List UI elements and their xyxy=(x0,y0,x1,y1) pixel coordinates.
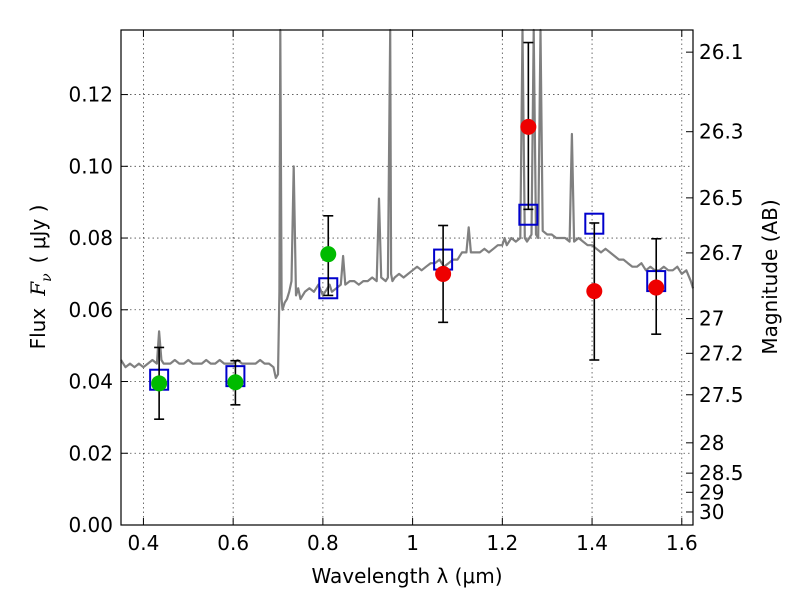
mag-tick-label: 28.5 xyxy=(699,461,744,485)
axes: 0.4 0.6 0.8 1 1.2 1.4 1.6 0.00 0.02 0.04 0.06 0.08 0… xyxy=(68,30,744,555)
x-tick-label: 1.2 xyxy=(486,531,518,555)
y-axis-label: Flux Fν ( μJy ) xyxy=(26,205,55,350)
mag-tick-label: 27.2 xyxy=(699,341,744,365)
grid xyxy=(121,30,693,526)
points-layer xyxy=(149,41,667,420)
x-tick-label: 0.8 xyxy=(307,531,339,555)
mag-tick-label: 30 xyxy=(699,500,724,524)
y-tick-label: 0.00 xyxy=(68,513,113,537)
y-axis-label-sub: ν xyxy=(39,273,55,282)
y-tick-label: 0.08 xyxy=(68,226,113,250)
red-observation-point xyxy=(520,118,537,135)
x-tick-label: 1.6 xyxy=(666,531,698,555)
mag-tick-label: 26.3 xyxy=(699,120,744,144)
green-observation-point xyxy=(320,246,337,263)
mag-tick-label: 27 xyxy=(699,307,724,331)
y-tick-label: 0.10 xyxy=(68,154,113,178)
x-tick-label: 1 xyxy=(406,531,419,555)
red-observation-point xyxy=(648,279,665,296)
green-observation-point xyxy=(227,374,244,391)
mag-tick-label: 29 xyxy=(699,480,724,504)
spectrum-layer xyxy=(120,28,695,379)
y-tick-label: 0.04 xyxy=(68,370,113,394)
y-axis-label-var: F xyxy=(26,281,50,297)
red-observation-point xyxy=(586,283,603,300)
mag-tick-label: 26.1 xyxy=(699,40,744,64)
x-axis-label: Wavelength λ (μm) xyxy=(311,564,502,588)
y-tick-label: 0.12 xyxy=(68,83,113,107)
y-axis-label-prefix: Flux xyxy=(26,308,50,350)
y2-axis-label: Magnitude (AB) xyxy=(758,199,782,354)
plot-frame xyxy=(120,29,694,526)
mag-tick-label: 27.5 xyxy=(699,383,744,407)
mag-tick-label: 26.5 xyxy=(699,186,744,210)
spectrum-line xyxy=(120,28,695,379)
x-tick-label: 1.4 xyxy=(576,531,608,555)
y-axis-label-unit: ( μJy ) xyxy=(26,205,50,264)
mag-tick-label: 28 xyxy=(699,431,724,455)
y-tick-label: 0.06 xyxy=(68,298,113,322)
green-observation-point xyxy=(151,375,168,392)
red-observation-point xyxy=(435,265,452,282)
x-tick-label: 0.6 xyxy=(217,531,249,555)
y-tick-label: 0.02 xyxy=(68,441,113,465)
x-tick-label: 0.4 xyxy=(128,531,160,555)
mag-tick-label: 26.7 xyxy=(699,241,744,265)
